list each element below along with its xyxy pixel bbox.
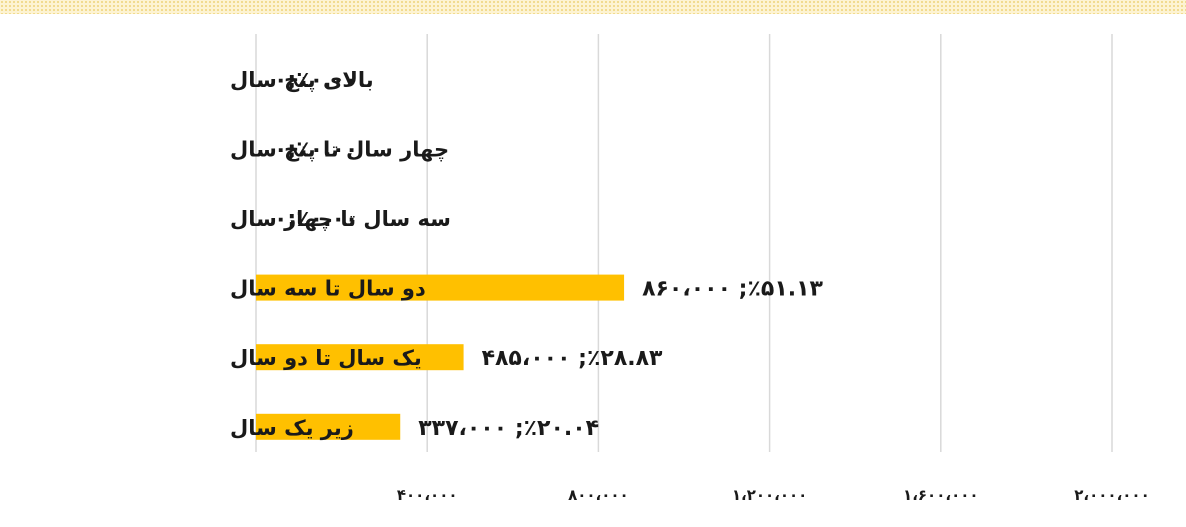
bar-1 [256, 344, 464, 371]
category-label-4: چهار سال تا پنج سال [230, 137, 449, 161]
category-label-3: سه سال تا چهار سال [230, 207, 451, 231]
category-label-5: بالای پنج سال [230, 68, 374, 92]
category-labels: زیر یک سال یک سال تا دو سال دو سال تا سه س… [230, 68, 451, 440]
data-label-1: ۴۸۵،۰۰۰ ;٪۲۸.۸۳ [482, 346, 663, 371]
x-tick-label-2: ۱،۲۰۰،۰۰۰ [732, 486, 807, 504]
data-label-3: ۰;٪۰.۰۰ [274, 207, 358, 232]
x-tick-label-0: ۴۰۰،۰۰۰ [397, 486, 458, 504]
bars [256, 274, 625, 440]
data-label-4: ۰;٪۰.۰۰ [274, 137, 358, 162]
x-axis-tick-labels: ۴۰۰،۰۰۰ ۸۰۰،۰۰۰ ۱،۲۰۰،۰۰۰ ۱،۶۰۰،۰۰۰ ۲،۰۰۰،۰۰… [397, 486, 1150, 504]
category-label-1: یک سال تا دو سال [230, 346, 422, 370]
category-label-2: دو سال تا سه سال [230, 277, 426, 301]
gridlines [255, 34, 1113, 452]
data-labels: ۳۳۷،۰۰۰ ;٪۲۰.۰۴ ۴۸۵،۰۰۰ ;٪۲۸.۸۳ ۸۶۰،۰۰۰ ;٪… [274, 68, 824, 441]
x-tick-label-1: ۸۰۰،۰۰۰ [568, 486, 629, 504]
bar-2 [256, 274, 625, 301]
data-label-5: ۰;٪۰.۰۰ [274, 68, 358, 93]
x-tick-label-4: ۲،۰۰۰،۰۰۰ [1074, 486, 1149, 504]
decorative-top-border [0, 0, 1186, 14]
data-label-0: ۳۳۷،۰۰۰ ;٪۲۰.۰۴ [418, 416, 599, 441]
bar-0 [256, 413, 401, 440]
x-tick-label-3: ۱،۶۰۰،۰۰۰ [903, 486, 978, 504]
data-label-2: ۸۶۰،۰۰۰ ;٪۵۱.۱۳ [642, 277, 823, 302]
category-label-0: زیر یک سال [230, 416, 354, 440]
